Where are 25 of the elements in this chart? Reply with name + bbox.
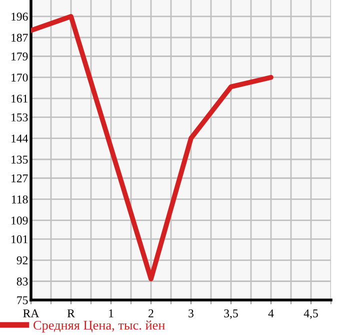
x-tick-label: 3,5: [224, 309, 238, 320]
y-tick-label: 179: [12, 52, 28, 60]
x-tick-label: R: [67, 309, 75, 318]
x-tick-label: RA: [23, 309, 40, 318]
y-tick-label: 92: [16, 256, 28, 264]
y-tick-label: 153: [12, 113, 28, 122]
y-tick-label: 196: [12, 12, 28, 21]
y-tick-label: 187: [12, 34, 28, 42]
x-tick-label: 3: [188, 309, 194, 318]
x-tick-label: 1: [109, 309, 114, 318]
line-series: [31, 14, 274, 282]
y-tick-label: 170: [12, 74, 28, 82]
y-tick-label: 118: [12, 195, 28, 204]
y-tick-label: 75: [17, 296, 28, 304]
x-tick-label: 4: [268, 309, 274, 318]
y-tick-label: 127: [12, 174, 28, 182]
y-tick-label: 135: [12, 156, 28, 164]
y-tick-label: 83: [16, 277, 28, 286]
legend-label: Средняя Цена, тыс. йен: [34, 320, 165, 332]
y-tick-label: 109: [12, 216, 28, 225]
y-tick-label: 144: [12, 134, 28, 142]
y-tick-label: 101: [12, 235, 28, 244]
x-tick-label: 2: [148, 309, 154, 318]
x-tick-label: 4,5: [304, 309, 318, 320]
y-tick-label: 161: [12, 94, 28, 103]
